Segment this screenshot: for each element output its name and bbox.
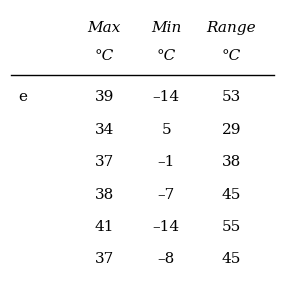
- Text: °C: °C: [95, 49, 114, 63]
- Text: Range: Range: [206, 21, 256, 35]
- Text: 5: 5: [162, 123, 171, 137]
- Text: 29: 29: [221, 123, 241, 137]
- Text: Min: Min: [151, 21, 182, 35]
- Text: 37: 37: [95, 155, 114, 169]
- Text: e: e: [18, 90, 27, 104]
- Text: Max: Max: [88, 21, 121, 35]
- Text: 41: 41: [94, 220, 114, 234]
- Text: 39: 39: [95, 90, 114, 104]
- Text: –14: –14: [153, 220, 180, 234]
- Text: 38: 38: [222, 155, 241, 169]
- Text: –7: –7: [158, 188, 175, 202]
- Text: –1: –1: [158, 155, 175, 169]
- Text: 38: 38: [95, 188, 114, 202]
- Text: °C: °C: [222, 49, 241, 63]
- Text: –8: –8: [158, 252, 175, 266]
- Text: °C: °C: [157, 49, 176, 63]
- Text: 37: 37: [95, 252, 114, 266]
- Text: 34: 34: [95, 123, 114, 137]
- Text: 53: 53: [222, 90, 241, 104]
- Text: –14: –14: [153, 90, 180, 104]
- Text: 45: 45: [222, 252, 241, 266]
- Text: 55: 55: [222, 220, 241, 234]
- Text: 45: 45: [222, 188, 241, 202]
